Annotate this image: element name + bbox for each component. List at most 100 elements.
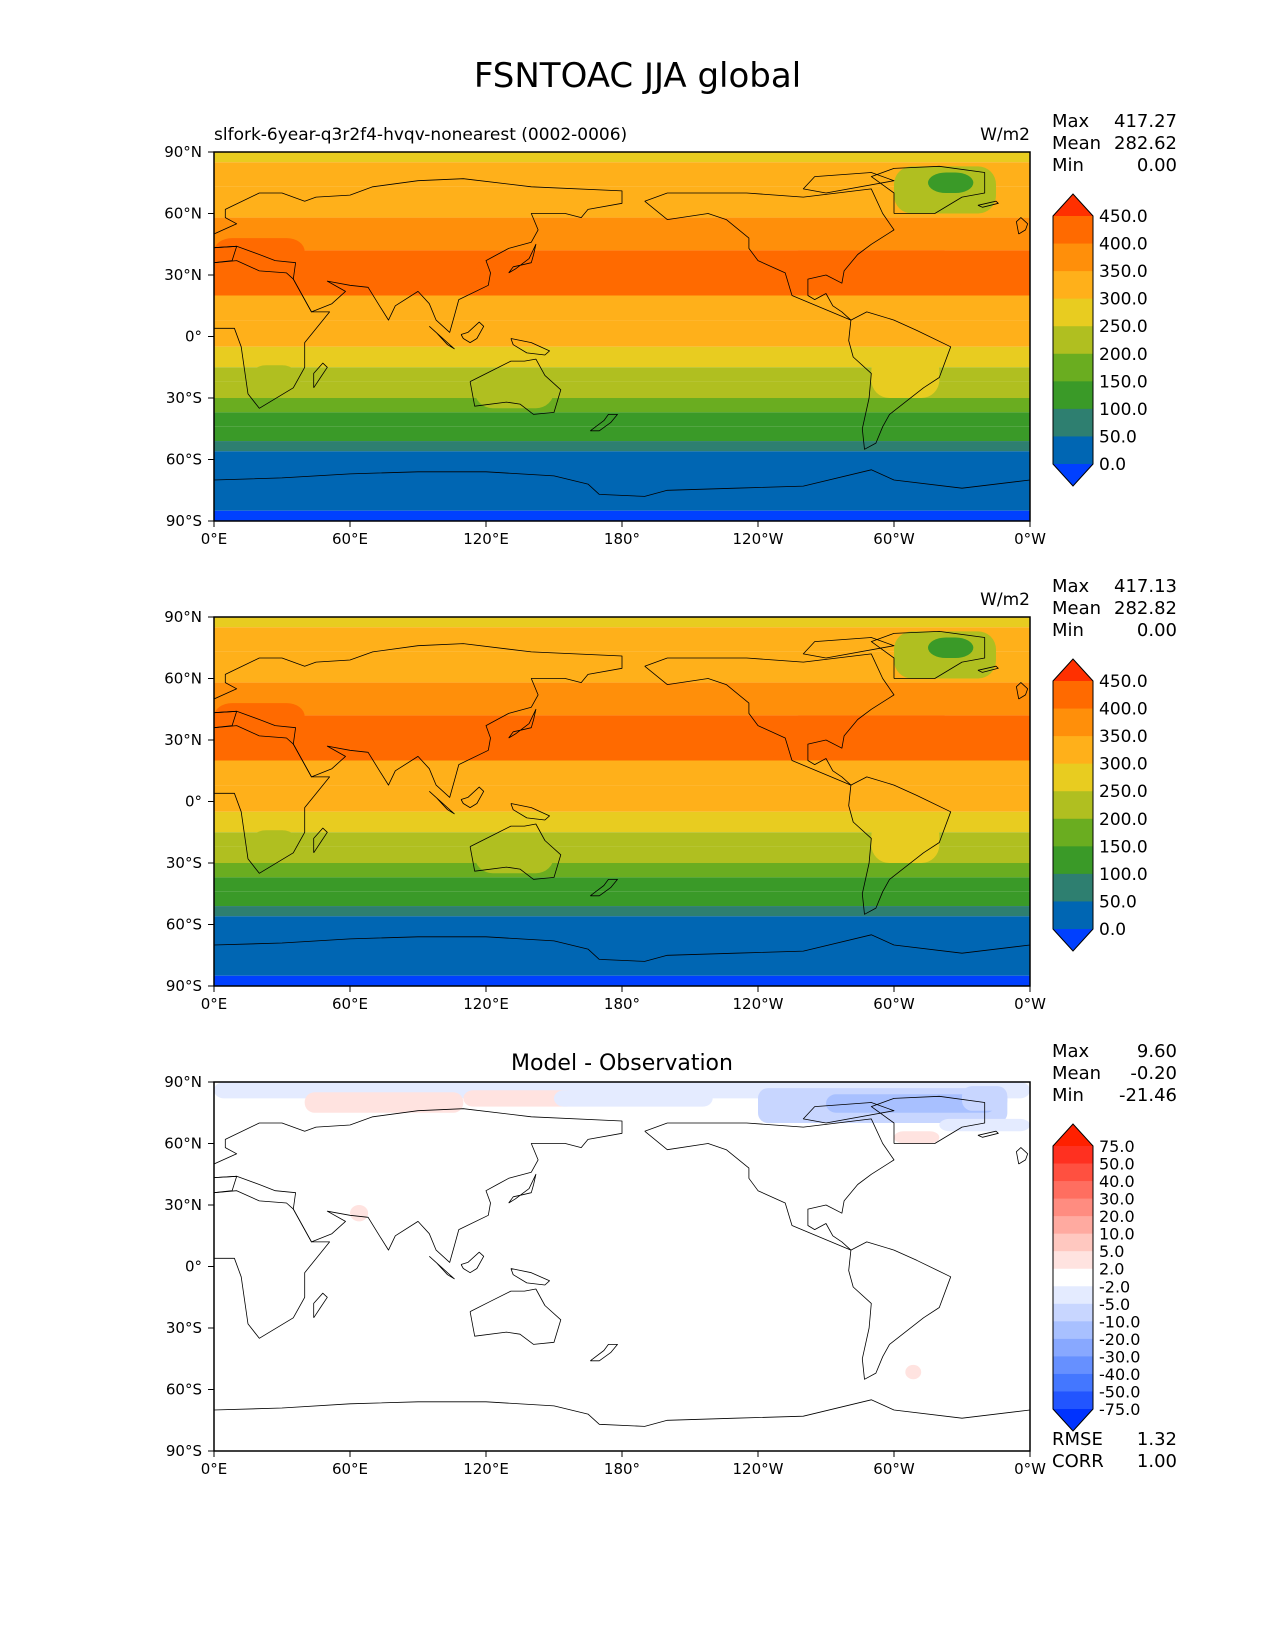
colorbar-label: 75.0	[1099, 1137, 1135, 1156]
coastline	[313, 827, 328, 854]
x-tick-label: 180°	[604, 995, 640, 1013]
coastline	[313, 362, 328, 389]
y-tick-label: 90°S	[166, 1442, 202, 1460]
colorbar-segment	[1053, 1338, 1093, 1357]
contour-band	[214, 412, 1030, 427]
contour-band	[214, 877, 1030, 892]
contour-band	[214, 295, 1030, 321]
y-tick-label: 30°S	[166, 854, 202, 872]
coastline	[214, 1399, 1030, 1427]
colorbar-segment	[1053, 243, 1093, 272]
colorbar-label: 300.0	[1099, 755, 1148, 775]
coastline	[214, 725, 331, 874]
colorbar-segment	[1053, 1303, 1093, 1322]
metric-label: CORR	[1052, 1451, 1104, 1472]
y-tick-label: 60°S	[166, 451, 202, 469]
colorbar-label: 400.0	[1099, 700, 1148, 720]
contour-patch	[463, 1090, 577, 1107]
coastline	[644, 188, 895, 321]
contour-patch	[871, 352, 940, 398]
colorbar-segment	[1053, 708, 1093, 737]
coastline	[429, 1256, 455, 1280]
colorbar-segment	[1053, 326, 1093, 355]
units-label: W/m2	[980, 125, 1030, 145]
field-test	[214, 152, 1030, 521]
stat-value: 0.00	[1137, 155, 1177, 176]
metric-value: 1.00	[1137, 1451, 1177, 1472]
y-tick-label: 0°	[185, 1258, 202, 1276]
coastline	[848, 311, 952, 450]
colorbar-label: 300.0	[1099, 290, 1148, 310]
field-difference	[214, 1082, 1030, 1451]
stat-label: Max	[1052, 576, 1090, 597]
colorbar-segment	[1053, 1233, 1093, 1252]
coastline	[802, 172, 895, 194]
contour-patch	[474, 258, 781, 296]
y-tick-label: 0°	[185, 328, 202, 346]
contour-band	[214, 441, 1030, 452]
stat-label: Min	[1052, 1085, 1084, 1106]
colorbar-segment	[1053, 1124, 1093, 1146]
contour-band	[214, 320, 1030, 347]
contour-patch	[474, 373, 554, 409]
colorbar-label: 10.0	[1099, 1225, 1135, 1244]
contour-patch	[928, 172, 974, 193]
metric-value: 1.32	[1137, 1429, 1177, 1450]
colorbar-label: -40.0	[1099, 1365, 1140, 1384]
units-label: W/m2	[980, 590, 1030, 610]
colorbar-segment	[1053, 1181, 1093, 1200]
colorbar-label: 250.0	[1099, 782, 1148, 802]
coastline	[510, 803, 550, 821]
colorbar-label: 50.0	[1099, 427, 1137, 447]
contour-band	[214, 426, 1030, 442]
coastline	[214, 469, 1030, 497]
coastline	[214, 1108, 623, 1263]
colorbar-segment	[1053, 194, 1093, 216]
colorbar-segment	[1053, 1268, 1093, 1287]
colorbar-label: 0.0	[1099, 455, 1126, 475]
contour-band	[214, 510, 1030, 521]
colorbar-segment	[1053, 271, 1093, 300]
colorbar-label: 40.0	[1099, 1172, 1135, 1191]
colorbar-segment	[1053, 1409, 1093, 1431]
x-tick-label: 60°W	[873, 1460, 915, 1478]
stat-value: -0.20	[1130, 1063, 1177, 1084]
contour-band	[214, 891, 1030, 907]
colorbar-label: 50.0	[1099, 1155, 1135, 1174]
contour-patch	[780, 715, 962, 761]
metric-label: RMSE	[1052, 1429, 1103, 1450]
stat-value: 282.62	[1114, 133, 1177, 154]
contour-band	[214, 863, 1030, 878]
y-tick-label: 60°N	[164, 670, 202, 688]
coastline	[644, 1118, 895, 1251]
colorbar-segment	[1053, 1198, 1093, 1217]
coastline	[802, 1102, 895, 1124]
coastline	[214, 1175, 238, 1194]
panel-title: slfork-6year-q3r2f4-hvqv-nonearest (0002…	[214, 125, 627, 145]
contour-band	[214, 617, 1030, 628]
coastline	[977, 665, 999, 673]
coastline	[313, 1292, 328, 1319]
colorbar-label: 350.0	[1099, 262, 1148, 282]
contour-band	[214, 916, 1030, 976]
colorbar-label: -20.0	[1099, 1330, 1140, 1349]
colorbar: 0.0 50.0 100.0 150.0 200.0 250.0 300.0 350.0 400…	[1052, 658, 1148, 952]
stat-value: 0.00	[1137, 620, 1177, 641]
colorbar-segment	[1053, 216, 1093, 245]
contour-patch	[214, 703, 305, 730]
colorbar-segment	[1053, 298, 1093, 327]
x-tick-label: 120°W	[733, 530, 784, 548]
x-tick-label: 60°E	[332, 1460, 368, 1478]
x-tick-label: 0°W	[1014, 1460, 1046, 1478]
x-tick-label: 60°W	[873, 995, 915, 1013]
x-tick-label: 0°E	[201, 1460, 228, 1478]
coastline	[802, 637, 895, 659]
contour-patch	[248, 830, 301, 863]
coastline	[870, 1095, 986, 1144]
coastline	[508, 708, 537, 739]
colorbar-label: 400.0	[1099, 235, 1148, 255]
contour-band	[214, 451, 1030, 511]
panel-test: 0°E 60°E 120°E 180° 120°W 60°W 0°W 90°N 60°N 30°N…	[164, 111, 1177, 548]
coastline	[590, 1344, 618, 1362]
